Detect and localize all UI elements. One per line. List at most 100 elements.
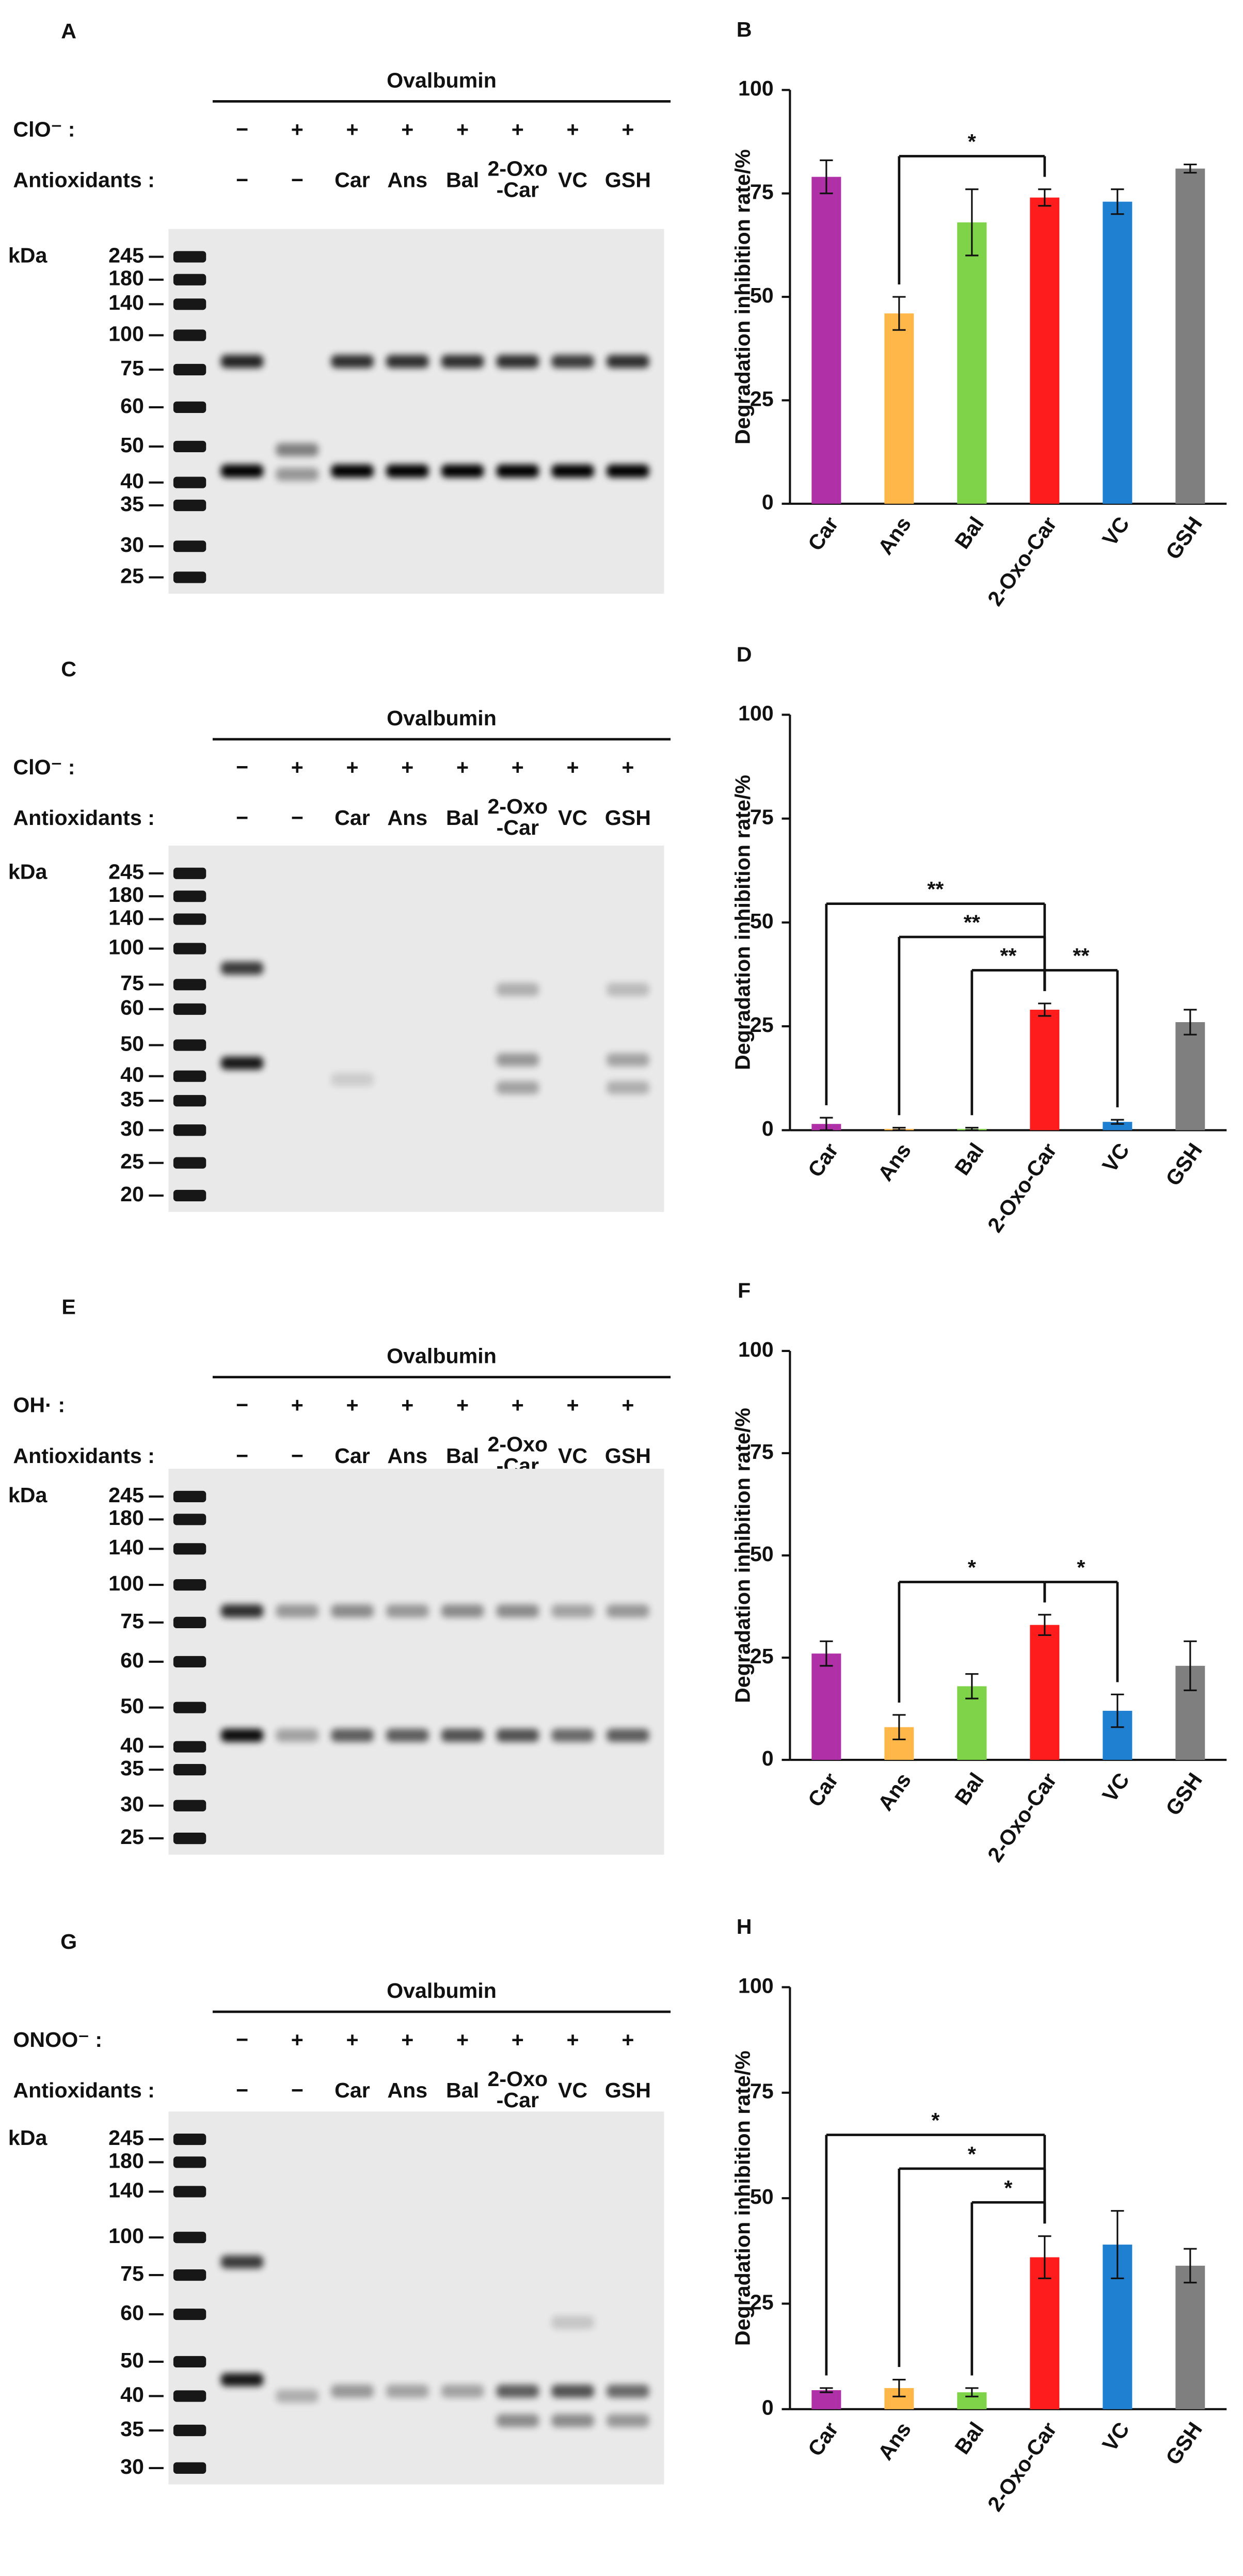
error-bar xyxy=(1111,1119,1124,1125)
x-tick-label: Car xyxy=(803,1139,843,1182)
marker-band xyxy=(173,2133,206,2145)
marker-band xyxy=(173,1124,206,1136)
gel-band xyxy=(496,1728,539,1742)
gel-band xyxy=(331,1073,374,1086)
gel-band xyxy=(386,464,429,478)
y-tick-label: 50 xyxy=(750,909,774,933)
marker-label: 30 xyxy=(120,1792,144,1816)
antioxidant-label: -Car xyxy=(497,2088,539,2112)
marker-label: 40 xyxy=(120,469,144,493)
mw-unit: kDa xyxy=(8,2126,48,2150)
antioxidant-label: Car xyxy=(334,168,370,192)
marker-label: 50 xyxy=(120,433,144,457)
marker-label: 100 xyxy=(108,1571,144,1595)
treatment-sign: + xyxy=(291,2028,304,2052)
marker-label: 245 xyxy=(108,2126,144,2150)
marker-label: 75 xyxy=(120,971,144,995)
marker-band xyxy=(173,2462,206,2474)
antioxidant-label: VC xyxy=(558,2078,587,2102)
treatment-sign: + xyxy=(567,2028,579,2052)
y-tick-label: 100 xyxy=(738,1974,774,1997)
gel-band xyxy=(331,464,374,478)
marker-label: 25 xyxy=(120,564,144,587)
antioxidant-label: − xyxy=(236,806,248,830)
significance-bracket xyxy=(825,2134,1046,2376)
marker-label: 75 xyxy=(120,1609,144,1633)
y-tick-label: 100 xyxy=(738,76,774,100)
gel-band xyxy=(276,468,318,481)
error-bar xyxy=(820,159,833,195)
significance-label: * xyxy=(968,2142,976,2166)
significance-label: * xyxy=(968,130,976,153)
bar xyxy=(811,1653,841,1760)
gel-band xyxy=(496,983,539,996)
error-bar xyxy=(1184,2248,1197,2284)
antioxidant-label: − xyxy=(291,2078,304,2102)
gel-title: Ovalbumin xyxy=(387,706,497,730)
marker-band xyxy=(173,499,206,512)
marker-label: 25 xyxy=(120,1825,144,1849)
marker-band xyxy=(173,298,206,310)
antioxidant-label: − xyxy=(291,806,304,830)
treatment-sign: − xyxy=(236,117,248,141)
treatment-sign: + xyxy=(346,117,358,141)
y-axis-title: Degradation inhibition rate/% xyxy=(730,149,754,444)
marker-band xyxy=(173,251,206,263)
treatment-sign: + xyxy=(346,2028,358,2052)
marker-band xyxy=(173,1656,206,1668)
y-tick-label: 75 xyxy=(750,180,774,204)
gel-band xyxy=(607,2414,649,2427)
y-tick-label: 0 xyxy=(762,1117,774,1140)
marker-band xyxy=(173,943,206,955)
bar xyxy=(1030,2257,1060,2409)
antioxidant-label: Ans xyxy=(387,168,427,192)
antioxidant-label: GSH xyxy=(605,806,651,830)
bar xyxy=(811,177,841,504)
error-bar xyxy=(820,1117,833,1131)
panel-letter: B xyxy=(737,18,752,41)
gel-band xyxy=(331,2384,374,2398)
marker-band xyxy=(173,2308,206,2320)
gel-band xyxy=(607,1728,649,1742)
marker-band xyxy=(173,1833,206,1844)
gel-band xyxy=(220,1056,264,1070)
error-bar xyxy=(965,1126,979,1131)
marker-label: 140 xyxy=(108,291,144,314)
marker-label: 50 xyxy=(120,2348,144,2372)
treatment-sign: + xyxy=(456,117,469,141)
marker-label: 40 xyxy=(120,1063,144,1087)
antioxidant-label: Car xyxy=(334,2078,370,2102)
treatment-sign: + xyxy=(456,2028,469,2052)
error-bar xyxy=(820,1640,833,1667)
marker-band xyxy=(173,913,206,925)
x-tick-label: Ans xyxy=(873,2418,916,2464)
marker-label: 75 xyxy=(120,356,144,380)
antioxidants-label: Antioxidants : xyxy=(13,168,154,192)
error-bar xyxy=(965,1673,979,1699)
marker-band xyxy=(173,440,206,453)
antioxidant-label: − xyxy=(236,2078,248,2102)
error-bar xyxy=(820,2387,833,2393)
marker-label: 25 xyxy=(120,1150,144,1173)
bar xyxy=(811,2390,841,2409)
marker-label: 245 xyxy=(108,243,144,267)
gel-band xyxy=(276,2389,318,2403)
treatment-sign: + xyxy=(622,755,634,779)
significance-bracket xyxy=(825,902,1046,1105)
significance-label: ** xyxy=(1073,944,1089,967)
treatment-sign: + xyxy=(567,755,579,779)
antioxidant-label: − xyxy=(291,1444,304,1468)
gel-band xyxy=(496,355,539,368)
marker-label: 245 xyxy=(108,860,144,884)
antioxidant-label: Bal xyxy=(446,168,479,192)
bar xyxy=(1103,201,1133,504)
error-bar xyxy=(1038,188,1051,207)
gel-image xyxy=(168,1469,664,1855)
antioxidant-label: VC xyxy=(558,806,587,830)
bar xyxy=(1175,1022,1205,1131)
significance-label: * xyxy=(968,1555,976,1579)
marker-band xyxy=(173,2424,206,2437)
error-bar xyxy=(893,1714,906,1741)
antioxidant-label: − xyxy=(291,168,304,192)
x-tick-label: VC xyxy=(1097,1139,1134,1176)
